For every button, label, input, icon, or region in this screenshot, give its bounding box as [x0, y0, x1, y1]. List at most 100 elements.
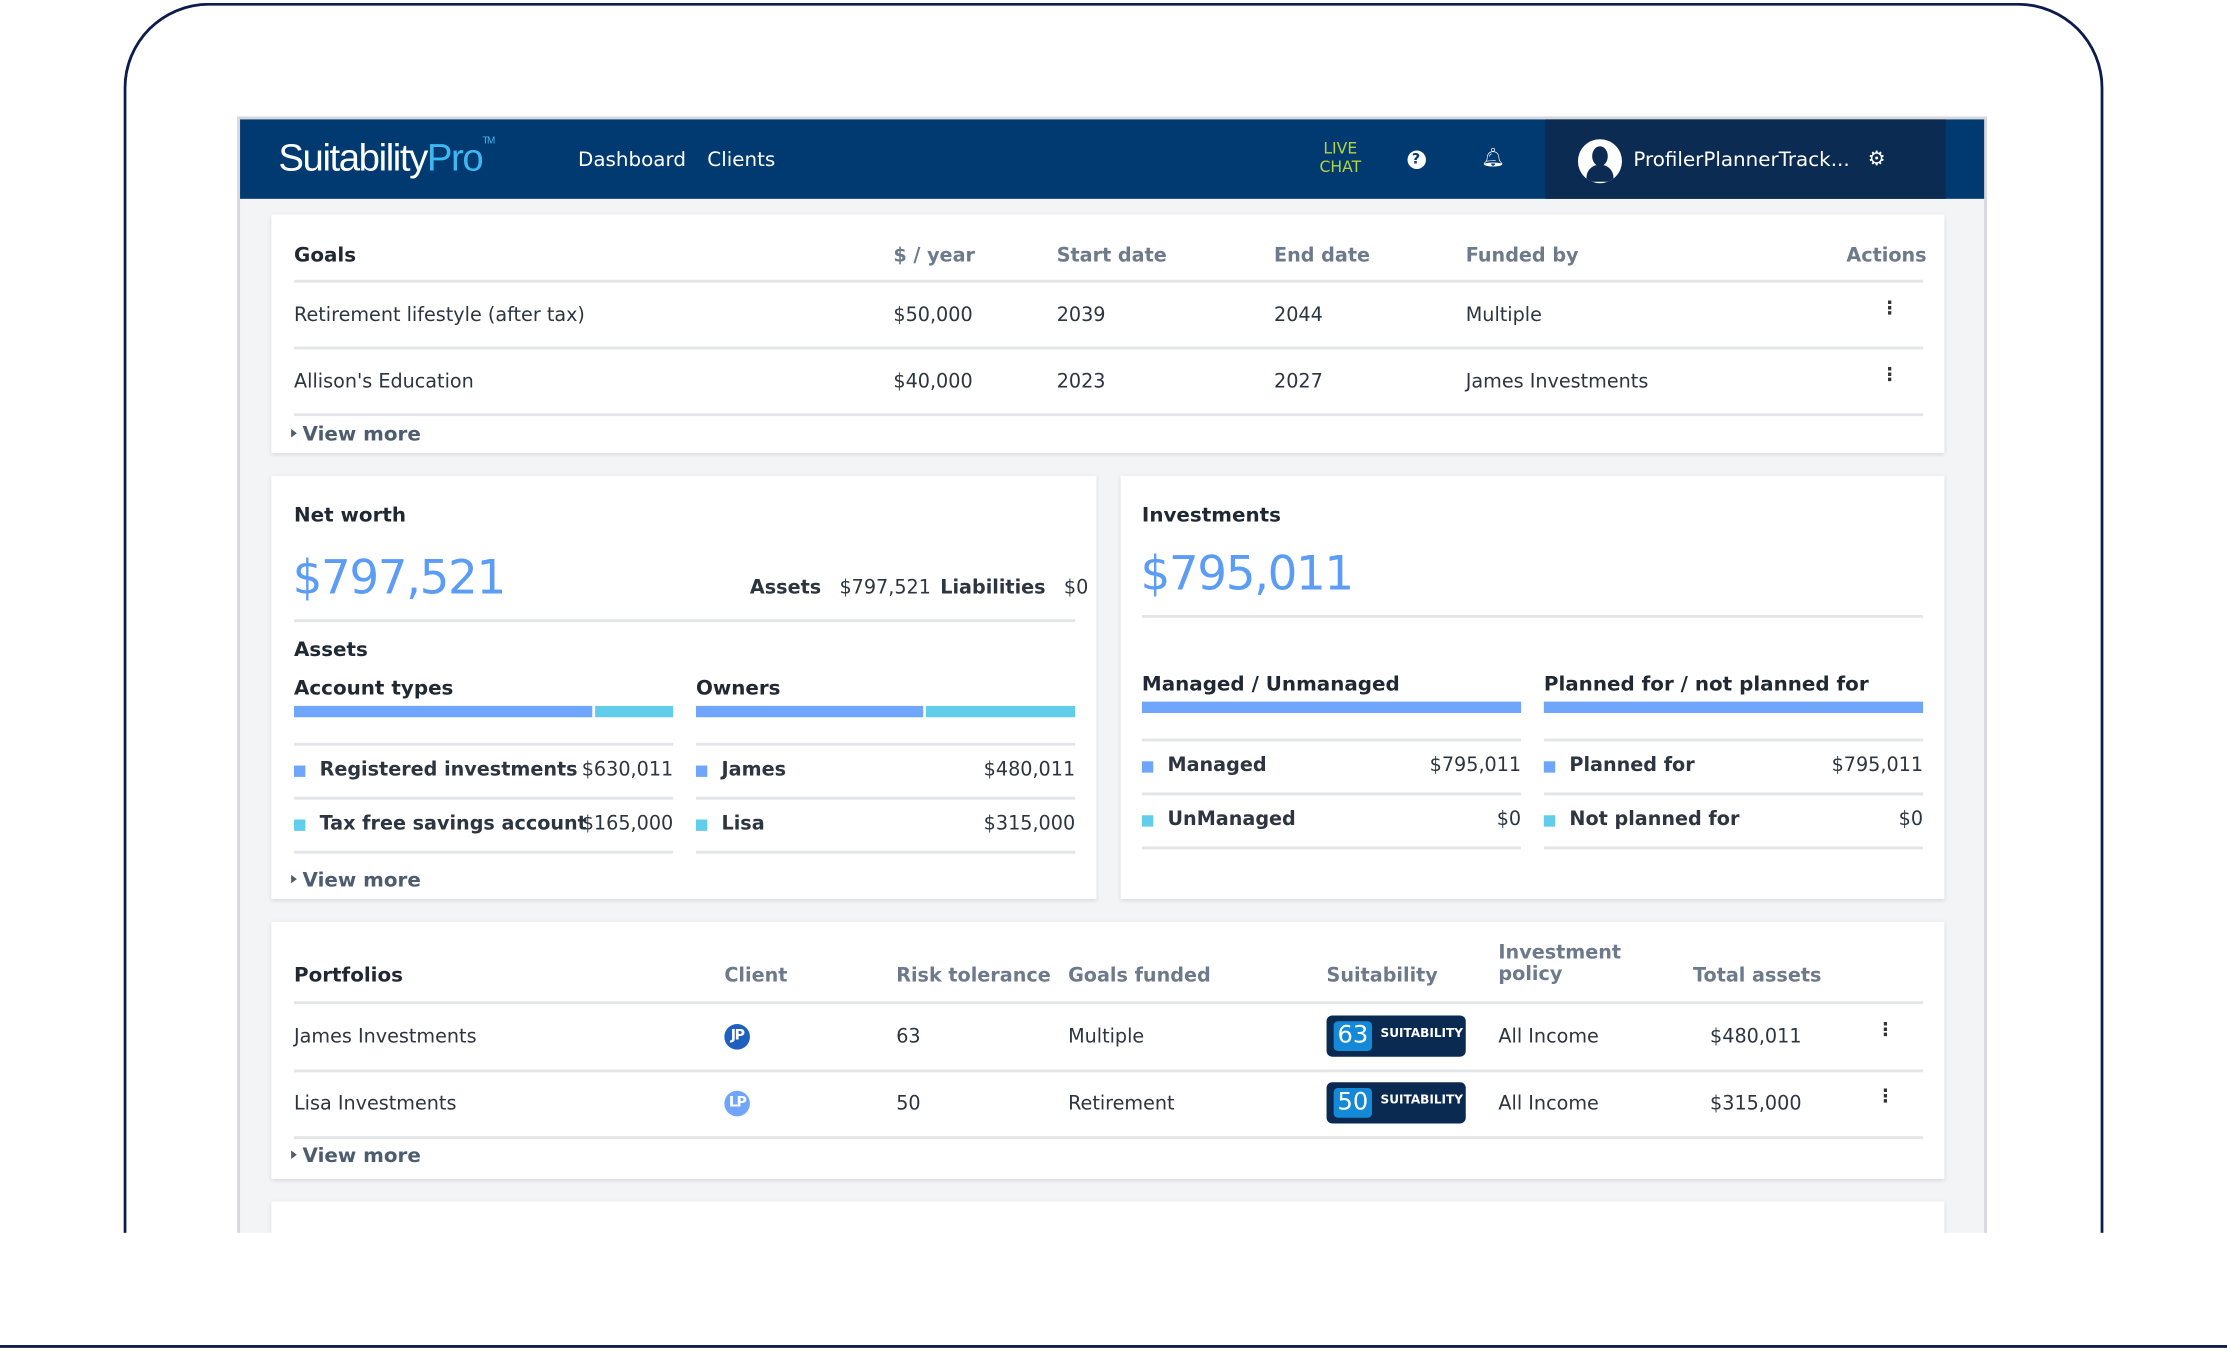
col-funded: Funded by [1465, 244, 1579, 268]
group-title: Planned for / not planned for [1543, 673, 1869, 696]
nav-dashboard[interactable]: Dashboard [578, 149, 686, 172]
col-policy-line2: policy [1498, 962, 1563, 986]
net-worth-value: $797,521 [292, 549, 507, 606]
divider [294, 619, 1076, 623]
goal-start: 2023 [1056, 370, 1106, 394]
investments-card: Investments $795,011 Managed / Unmanaged… [1120, 475, 1945, 900]
divider [695, 796, 1076, 800]
legend-row: UnManaged $0 [1141, 795, 1522, 846]
legend-label: Not planned for [1569, 808, 1740, 831]
legend-row: Lisa $315,000 [695, 800, 1075, 851]
legend-label: James [721, 758, 787, 782]
help-icon[interactable]: ? [1405, 148, 1428, 171]
goals-card: Goals $ / year Start date End date Funde… [271, 214, 1945, 454]
divider [1141, 792, 1522, 796]
suitability-badge: 50 SUITABILITY [1326, 1082, 1466, 1124]
goals-funded: Multiple [1068, 1025, 1145, 1049]
divider [294, 346, 1924, 350]
investments-title: Investments [1141, 504, 1281, 527]
bell-icon[interactable]: 🔔︎ [1481, 147, 1505, 170]
device-frame [123, 2, 2104, 1282]
investment-policy: All Income [1498, 1025, 1599, 1049]
more-actions-icon[interactable]: ⋮ [1880, 298, 1899, 320]
group-title: Managed / Unmanaged [1141, 673, 1400, 696]
legend-swatch [695, 765, 708, 777]
legend-label: UnManaged [1167, 808, 1296, 831]
gear-icon[interactable]: ⚙ [1867, 147, 1886, 171]
divider [294, 413, 1924, 417]
col-suitability: Suitability [1326, 964, 1438, 988]
more-actions-icon[interactable]: ⋮ [1876, 1019, 1895, 1042]
legend-value: $795,011 [1831, 754, 1924, 777]
legend-swatch [695, 819, 708, 831]
legend-swatch [1141, 761, 1154, 773]
legend-row: Not planned for $0 [1543, 795, 1924, 846]
divider [695, 850, 1076, 854]
total-assets: $480,011 [1710, 1025, 1802, 1049]
legend-row: Registered investments $630,011 [294, 746, 673, 797]
next-card [271, 1201, 1945, 1233]
avatar-icon [1577, 139, 1622, 184]
suitability-label: SUITABILITY [1380, 1026, 1464, 1042]
live-chat-button[interactable]: LIVE CHAT [1319, 139, 1361, 176]
divider [1141, 614, 1924, 618]
split-bar-segment [926, 705, 1076, 718]
legend-label: Planned for [1569, 754, 1695, 777]
suitability-score: 63 [1333, 1021, 1373, 1052]
legend-row: Planned for $795,011 [1543, 741, 1924, 792]
divider [1543, 792, 1924, 796]
assets-section-title: Assets [294, 639, 368, 662]
legend-value: $795,011 [1429, 754, 1522, 777]
nav-clients[interactable]: Clients [707, 149, 776, 172]
table-row[interactable]: James Investments JP 63 Multiple 63 SUITA… [271, 1004, 1944, 1069]
col-actions: Actions [1846, 244, 1927, 268]
col-amount: $ / year [893, 244, 975, 268]
col-policy-line1: Investment [1498, 941, 1622, 965]
table-row[interactable]: Retirement lifestyle (after tax) $50,000… [271, 283, 1944, 348]
logo-pro: Pro [426, 136, 484, 179]
user-menu[interactable]: ProfilerPlannerTrack... ⚙ [1545, 119, 1946, 199]
legend-value: $165,000 [581, 812, 674, 836]
table-row[interactable]: Lisa Investments LP 50 Retirement 50 SUIT… [271, 1071, 1944, 1136]
table-row[interactable]: Allison's Education $40,000 2023 2027 Ja… [271, 349, 1944, 414]
divider [294, 1001, 1924, 1005]
goal-amount: $50,000 [893, 303, 973, 327]
divider [1141, 738, 1522, 742]
liabilities-label: Liabilities [940, 576, 1046, 600]
portfolios-card: Portfolios Client Risk tolerance Goals f… [271, 921, 1945, 1179]
user-name: ProfilerPlannerTrack... [1633, 149, 1850, 172]
view-more-link[interactable]: View more [291, 1145, 421, 1168]
legend-row: James $480,011 [695, 746, 1076, 797]
legend-row: Managed $795,011 [1141, 741, 1522, 792]
divider [294, 850, 674, 854]
more-actions-icon[interactable]: ⋮ [1876, 1086, 1895, 1108]
legend-value: $0 [1898, 808, 1924, 831]
assets-value: $797,521 [839, 576, 931, 600]
goal-amount: $40,000 [893, 370, 973, 394]
logo[interactable]: SuitabilityProTM [278, 136, 495, 180]
client-avatar-icon[interactable]: LP [724, 1090, 750, 1117]
col-risk: Risk tolerance [896, 964, 1051, 988]
top-nav: SuitabilityProTM Dashboard Clients LIVE C… [240, 119, 1985, 199]
client-avatar-icon[interactable]: JP [724, 1024, 750, 1050]
legend-label: Registered investments [319, 758, 578, 782]
investments-value: $795,011 [1140, 545, 1355, 601]
legend-label: Tax free savings account [319, 812, 587, 836]
logo-text: Suitability [278, 136, 428, 179]
view-more-link[interactable]: View more [291, 869, 421, 892]
net-worth-card: Net worth $797,521 Assets $797,521 Liabi… [271, 475, 1097, 900]
goal-funded: Multiple [1465, 303, 1542, 327]
more-actions-icon[interactable]: ⋮ [1880, 365, 1899, 387]
col-client: Client [724, 964, 788, 988]
legend-value: $0 [1496, 808, 1522, 831]
col-total: Total assets [1692, 964, 1822, 988]
goal-start: 2039 [1056, 303, 1106, 327]
app-window: SuitabilityProTM Dashboard Clients LIVE C… [237, 116, 1987, 1233]
legend-value: $480,011 [983, 758, 1076, 782]
view-more-link[interactable]: View more [291, 423, 421, 446]
portfolio-name: Lisa Investments [294, 1092, 457, 1115]
risk-tolerance: 63 [896, 1025, 921, 1049]
split-bar [695, 705, 1076, 718]
logo-tm: TM [482, 136, 495, 147]
